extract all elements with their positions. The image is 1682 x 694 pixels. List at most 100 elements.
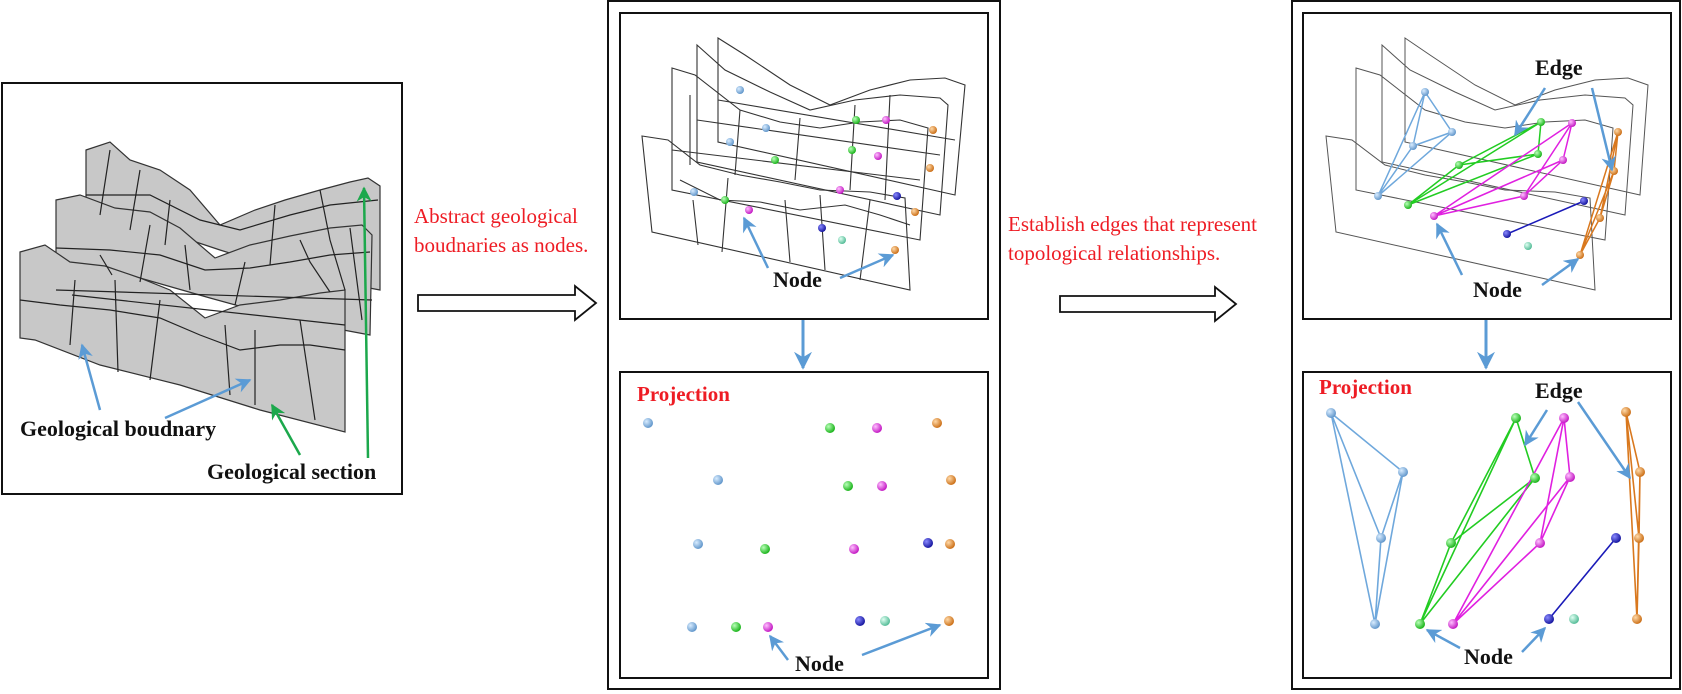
panel-geological-model: Geological boudnary Geological section — [1, 82, 403, 495]
geological-boundary-lines — [19, 149, 379, 421]
node-arrow-bottom-1 — [769, 634, 789, 661]
node — [849, 544, 859, 554]
node — [1409, 142, 1417, 150]
panel3-top-frame — [1302, 12, 1672, 320]
step1-caption-line1: Abstract geological — [414, 204, 578, 228]
panel3-projection-edges — [1330, 411, 1641, 625]
panel-edge-construction: Edge Node Projection — [1291, 0, 1681, 690]
node — [1398, 467, 1408, 477]
node — [721, 196, 729, 204]
label-geological-boundary: Geological boudnary — [20, 416, 216, 441]
node — [944, 616, 954, 626]
panel2-projection-title: Projection — [637, 382, 730, 406]
node — [877, 481, 887, 491]
node — [1530, 473, 1540, 483]
node-arrow-top-4 — [1541, 257, 1580, 287]
panel3-bottom-node-label: Node — [1464, 644, 1513, 669]
node — [1544, 614, 1554, 624]
panel2-wireframe — [641, 37, 966, 291]
label-geological-section: Geological section — [207, 459, 376, 484]
node — [1580, 197, 1588, 205]
panel3-bottom-edge-label: Edge — [1535, 378, 1583, 403]
node — [1446, 538, 1456, 548]
node — [911, 208, 919, 216]
node — [1511, 413, 1521, 423]
node — [1326, 408, 1336, 418]
node — [762, 124, 770, 132]
edge-arrow-top-1 — [1513, 87, 1547, 137]
panel2-bottom-node-label: Node — [795, 651, 844, 676]
node — [713, 475, 723, 485]
boundary-arrow-2 — [164, 378, 252, 420]
node — [1559, 413, 1569, 423]
node — [1535, 538, 1545, 548]
edge-arrow-bottom-2 — [1576, 401, 1632, 480]
panel2-top-node-label: Node — [773, 267, 822, 292]
node — [1455, 161, 1463, 169]
step2-caption-line2: topological relationships. — [1008, 241, 1220, 265]
node — [852, 116, 860, 124]
panel3-top-edge-label: Edge — [1535, 55, 1583, 80]
node — [1376, 533, 1386, 543]
edge-arrow-top-2 — [1590, 87, 1617, 172]
section-arrow-2 — [356, 186, 372, 459]
node — [690, 188, 698, 196]
node — [693, 539, 703, 549]
node — [771, 156, 779, 164]
node-arrow-top-1 — [742, 216, 770, 269]
section-arrow-1 — [270, 403, 302, 456]
panel-node-abstraction: Node Projection Node — [607, 0, 1001, 690]
step1-arrow — [417, 284, 598, 322]
node — [1634, 533, 1644, 543]
node — [726, 138, 734, 146]
node — [893, 192, 901, 200]
node — [1448, 128, 1456, 136]
panel3-top-nodes — [1374, 88, 1622, 259]
node — [945, 539, 955, 549]
node-arrow-bottom-4 — [1521, 626, 1547, 653]
node — [1565, 472, 1575, 482]
node — [825, 423, 835, 433]
panel3-projection-nodes — [1326, 407, 1645, 629]
node — [891, 246, 899, 254]
node — [643, 418, 653, 428]
node — [932, 418, 942, 428]
boundary-arrow-1 — [78, 343, 102, 411]
node — [1635, 467, 1645, 477]
node — [731, 622, 741, 632]
node — [760, 544, 770, 554]
node — [1621, 407, 1631, 417]
panel2-projection-nodes — [643, 418, 956, 632]
node — [1524, 242, 1532, 250]
node — [882, 116, 890, 124]
node — [848, 146, 856, 154]
node — [1520, 192, 1528, 200]
node — [1614, 128, 1622, 136]
panel3-top-node-label: Node — [1473, 277, 1522, 302]
panel3-projection-title: Projection — [1319, 375, 1412, 399]
node — [1611, 533, 1621, 543]
node — [836, 186, 844, 194]
node — [687, 622, 697, 632]
node — [1448, 619, 1458, 629]
node — [1374, 192, 1382, 200]
node — [1559, 156, 1567, 164]
node-arrow-bottom-2 — [861, 622, 942, 657]
node — [1430, 212, 1438, 220]
node-arrow-top-3 — [1435, 222, 1464, 276]
node — [946, 475, 956, 485]
node — [843, 481, 853, 491]
node-arrow-top-2 — [839, 253, 895, 280]
node — [872, 423, 882, 433]
node — [929, 126, 937, 134]
step2-transition: Establish edges that represent topologic… — [1008, 212, 1257, 323]
node-arrow-bottom-3 — [1425, 628, 1461, 650]
node — [880, 616, 890, 626]
node — [1537, 118, 1545, 126]
node — [1534, 150, 1542, 158]
node — [923, 538, 933, 548]
node — [1415, 619, 1425, 629]
panel2-wireframe-nodes — [690, 86, 937, 254]
node — [818, 224, 826, 232]
